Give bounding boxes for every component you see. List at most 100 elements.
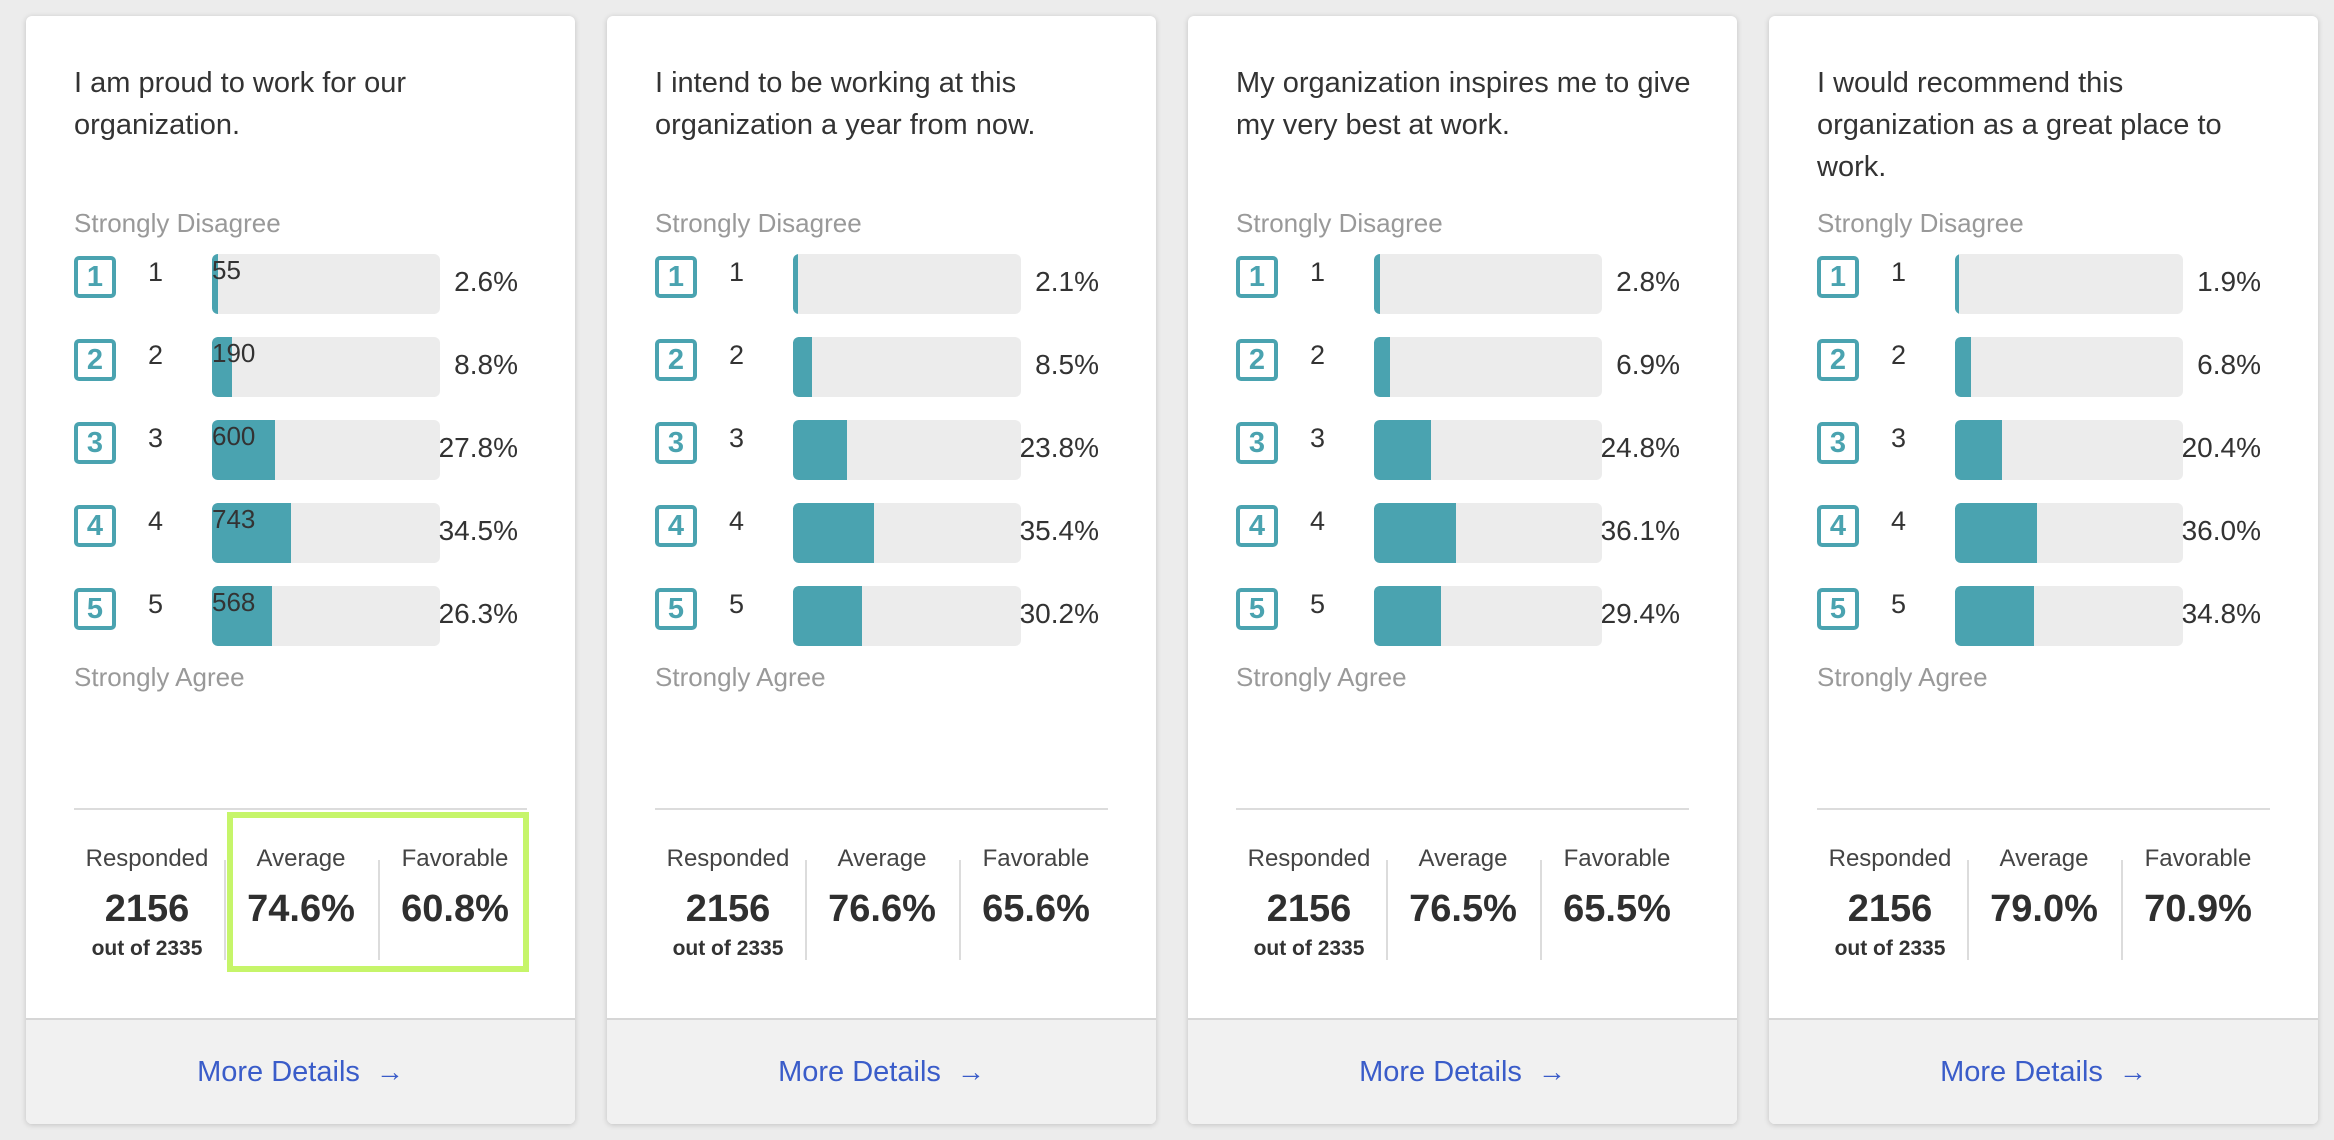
score-label: 3 [1310, 423, 1326, 453]
scale-top-label: Strongly Disagree [74, 208, 281, 238]
stat-separator [1967, 860, 1969, 960]
summary-stats: Responded 2156 out of 2335 Average 79.0%… [1817, 844, 2271, 984]
more-details-link[interactable]: More Details → [197, 1056, 404, 1089]
more-details-link[interactable]: More Details → [1359, 1056, 1566, 1089]
percent-value: 26.3% [438, 598, 518, 629]
distribution-rows: 1 1 55 2.6% 2 2 190 8.8% [74, 254, 534, 671]
question-card: My organization inspires me to give my v… [1188, 16, 1737, 1124]
average-stat: Average 76.6% [805, 844, 959, 934]
distribution-row: 5 5 568 26.3% [74, 586, 534, 671]
percent-value: 24.8% [1600, 432, 1680, 463]
score-badge: 3 [1817, 422, 1859, 464]
question-card: I would recommend this organization as a… [1769, 16, 2318, 1124]
bar-fill [1374, 420, 1431, 480]
score-badge: 4 [1817, 505, 1859, 547]
distribution-row: 4 4 35.4% [655, 503, 1115, 588]
distribution-row: 2 2 6.9% [1236, 337, 1696, 422]
bar-track: 55 [212, 254, 440, 314]
bar-track [793, 586, 1021, 646]
average-value: 76.6% [828, 888, 936, 930]
stat-separator [224, 860, 226, 960]
score-badge: 2 [74, 339, 116, 381]
score-label: 5 [1891, 589, 1907, 619]
distribution-row: 2 2 190 8.8% [74, 337, 534, 422]
distribution-row: 3 3 600 27.8% [74, 420, 534, 505]
percent-value: 20.4% [2181, 432, 2261, 463]
more-details-link[interactable]: More Details → [1940, 1056, 2147, 1089]
bar-track [1374, 420, 1602, 480]
distribution-rows: 1 1 1.9% 2 2 6.8% 3 3 [1817, 254, 2277, 671]
card-body: I intend to be working at this organizat… [607, 16, 1156, 1020]
bar-fill [1955, 586, 2034, 646]
distribution-row: 1 1 2.1% [655, 254, 1115, 339]
card-footer: More Details → [1769, 1020, 2318, 1124]
bar-fill [212, 337, 232, 397]
question-card: I intend to be working at this organizat… [607, 16, 1156, 1124]
distribution-row: 5 5 29.4% [1236, 586, 1696, 671]
bar-track: 743 [212, 503, 440, 563]
distribution-row: 1 1 1.9% [1817, 254, 2277, 339]
score-badge: 1 [1236, 256, 1278, 298]
divider [74, 808, 527, 810]
stat-separator [959, 860, 961, 960]
favorable-value: 70.9% [2144, 888, 2252, 930]
score-badge: 1 [655, 256, 697, 298]
bar-track [1374, 337, 1602, 397]
score-label: 4 [148, 506, 164, 536]
bar-fill [1374, 586, 1441, 646]
arrow-right-icon: → [2118, 1056, 2147, 1087]
percent-value: 2.1% [1035, 266, 1099, 297]
bar-track: 190 [212, 337, 440, 397]
stat-separator [378, 860, 380, 960]
question-text: I am proud to work for our organization. [74, 67, 407, 141]
score-label: 2 [729, 340, 745, 370]
bar-fill [1374, 503, 1456, 563]
average-label: Average [837, 845, 927, 872]
divider [1236, 808, 1689, 810]
bar-track [1374, 586, 1602, 646]
scale-top-label: Strongly Disagree [1236, 208, 1443, 238]
bar-count: 190 [212, 338, 256, 368]
favorable-value: 65.6% [982, 888, 1090, 930]
bar-fill [793, 503, 874, 563]
score-badge: 4 [655, 505, 697, 547]
score-badge: 5 [655, 588, 697, 630]
score-badge: 3 [1236, 422, 1278, 464]
bar-fill [212, 586, 272, 646]
favorable-label: Favorable [2144, 845, 2252, 872]
responded-label: Responded [85, 845, 209, 872]
bar-count: 568 [212, 587, 256, 617]
more-details-link[interactable]: More Details → [778, 1056, 985, 1089]
percent-value: 36.1% [1600, 515, 1680, 546]
stat-separator [805, 860, 807, 960]
distribution-row: 1 1 2.8% [1236, 254, 1696, 339]
bar-count: 600 [212, 421, 256, 451]
question-card: I am proud to work for our organization.… [26, 16, 575, 1124]
percent-value: 29.4% [1600, 598, 1680, 629]
responded-stat: Responded 2156 out of 2335 [1817, 844, 1963, 962]
stat-separator [1386, 860, 1388, 960]
average-stat: Average 79.0% [1967, 844, 2121, 934]
bar-track [1955, 420, 2183, 480]
bar-track [793, 503, 1021, 563]
score-badge: 5 [1817, 588, 1859, 630]
score-badge: 5 [74, 588, 116, 630]
responded-stat: Responded 2156 out of 2335 [74, 844, 220, 962]
average-label: Average [1999, 845, 2089, 872]
responded-value: 2156 [1266, 888, 1352, 930]
distribution-row: 3 3 23.8% [655, 420, 1115, 505]
distribution-row: 3 3 20.4% [1817, 420, 2277, 505]
distribution-row: 3 3 24.8% [1236, 420, 1696, 505]
bar-fill [1374, 337, 1390, 397]
scale-bottom-label: Strongly Agree [655, 662, 826, 692]
favorable-stat: Favorable 65.5% [1540, 844, 1694, 934]
score-badge: 5 [1236, 588, 1278, 630]
favorable-stat: Favorable 60.8% [378, 844, 532, 934]
score-label: 3 [729, 423, 745, 453]
score-label: 4 [1310, 506, 1326, 536]
card-body: My organization inspires me to give my v… [1188, 16, 1737, 1020]
card-footer: More Details → [1188, 1020, 1737, 1124]
bar-track [793, 337, 1021, 397]
percent-value: 6.9% [1616, 349, 1680, 380]
